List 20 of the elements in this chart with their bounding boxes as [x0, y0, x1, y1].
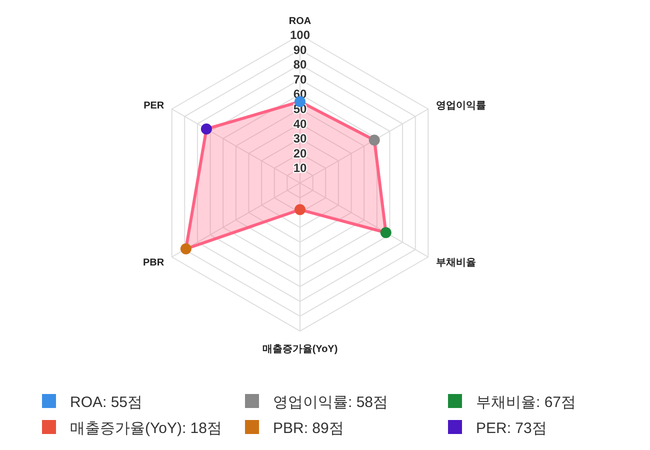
spoke-label: PBR [143, 257, 165, 268]
spoke-label: ROA [288, 16, 312, 28]
y-tick-label: 10 [293, 161, 307, 176]
y-tick-label: 40 [293, 116, 307, 131]
text: 부채비율: 67점 [476, 394, 576, 411]
y-tick-label: 70 [293, 72, 307, 86]
text: 매출증가율(YoY): 18점 [70, 420, 222, 437]
spoke-label: 부채비율 [436, 257, 476, 268]
y-tick-label: 30 [293, 132, 307, 146]
spoke-label: PER [144, 100, 165, 112]
spoke-label: 영업이익률 [436, 100, 486, 112]
y-tick-label: 90 [293, 42, 307, 57]
text: ROA: 55점 [70, 394, 143, 411]
y-tick-label: 20 [293, 146, 307, 160]
spoke-label: 매출증가율(YoY) [262, 344, 338, 355]
text: 영업이익률: 58점 [273, 394, 388, 411]
y-tick-label: 80 [293, 58, 307, 72]
text: PER: 73점 [476, 420, 547, 437]
text: PBR: 89점 [273, 420, 344, 437]
y-tick-label: 100 [290, 28, 310, 42]
